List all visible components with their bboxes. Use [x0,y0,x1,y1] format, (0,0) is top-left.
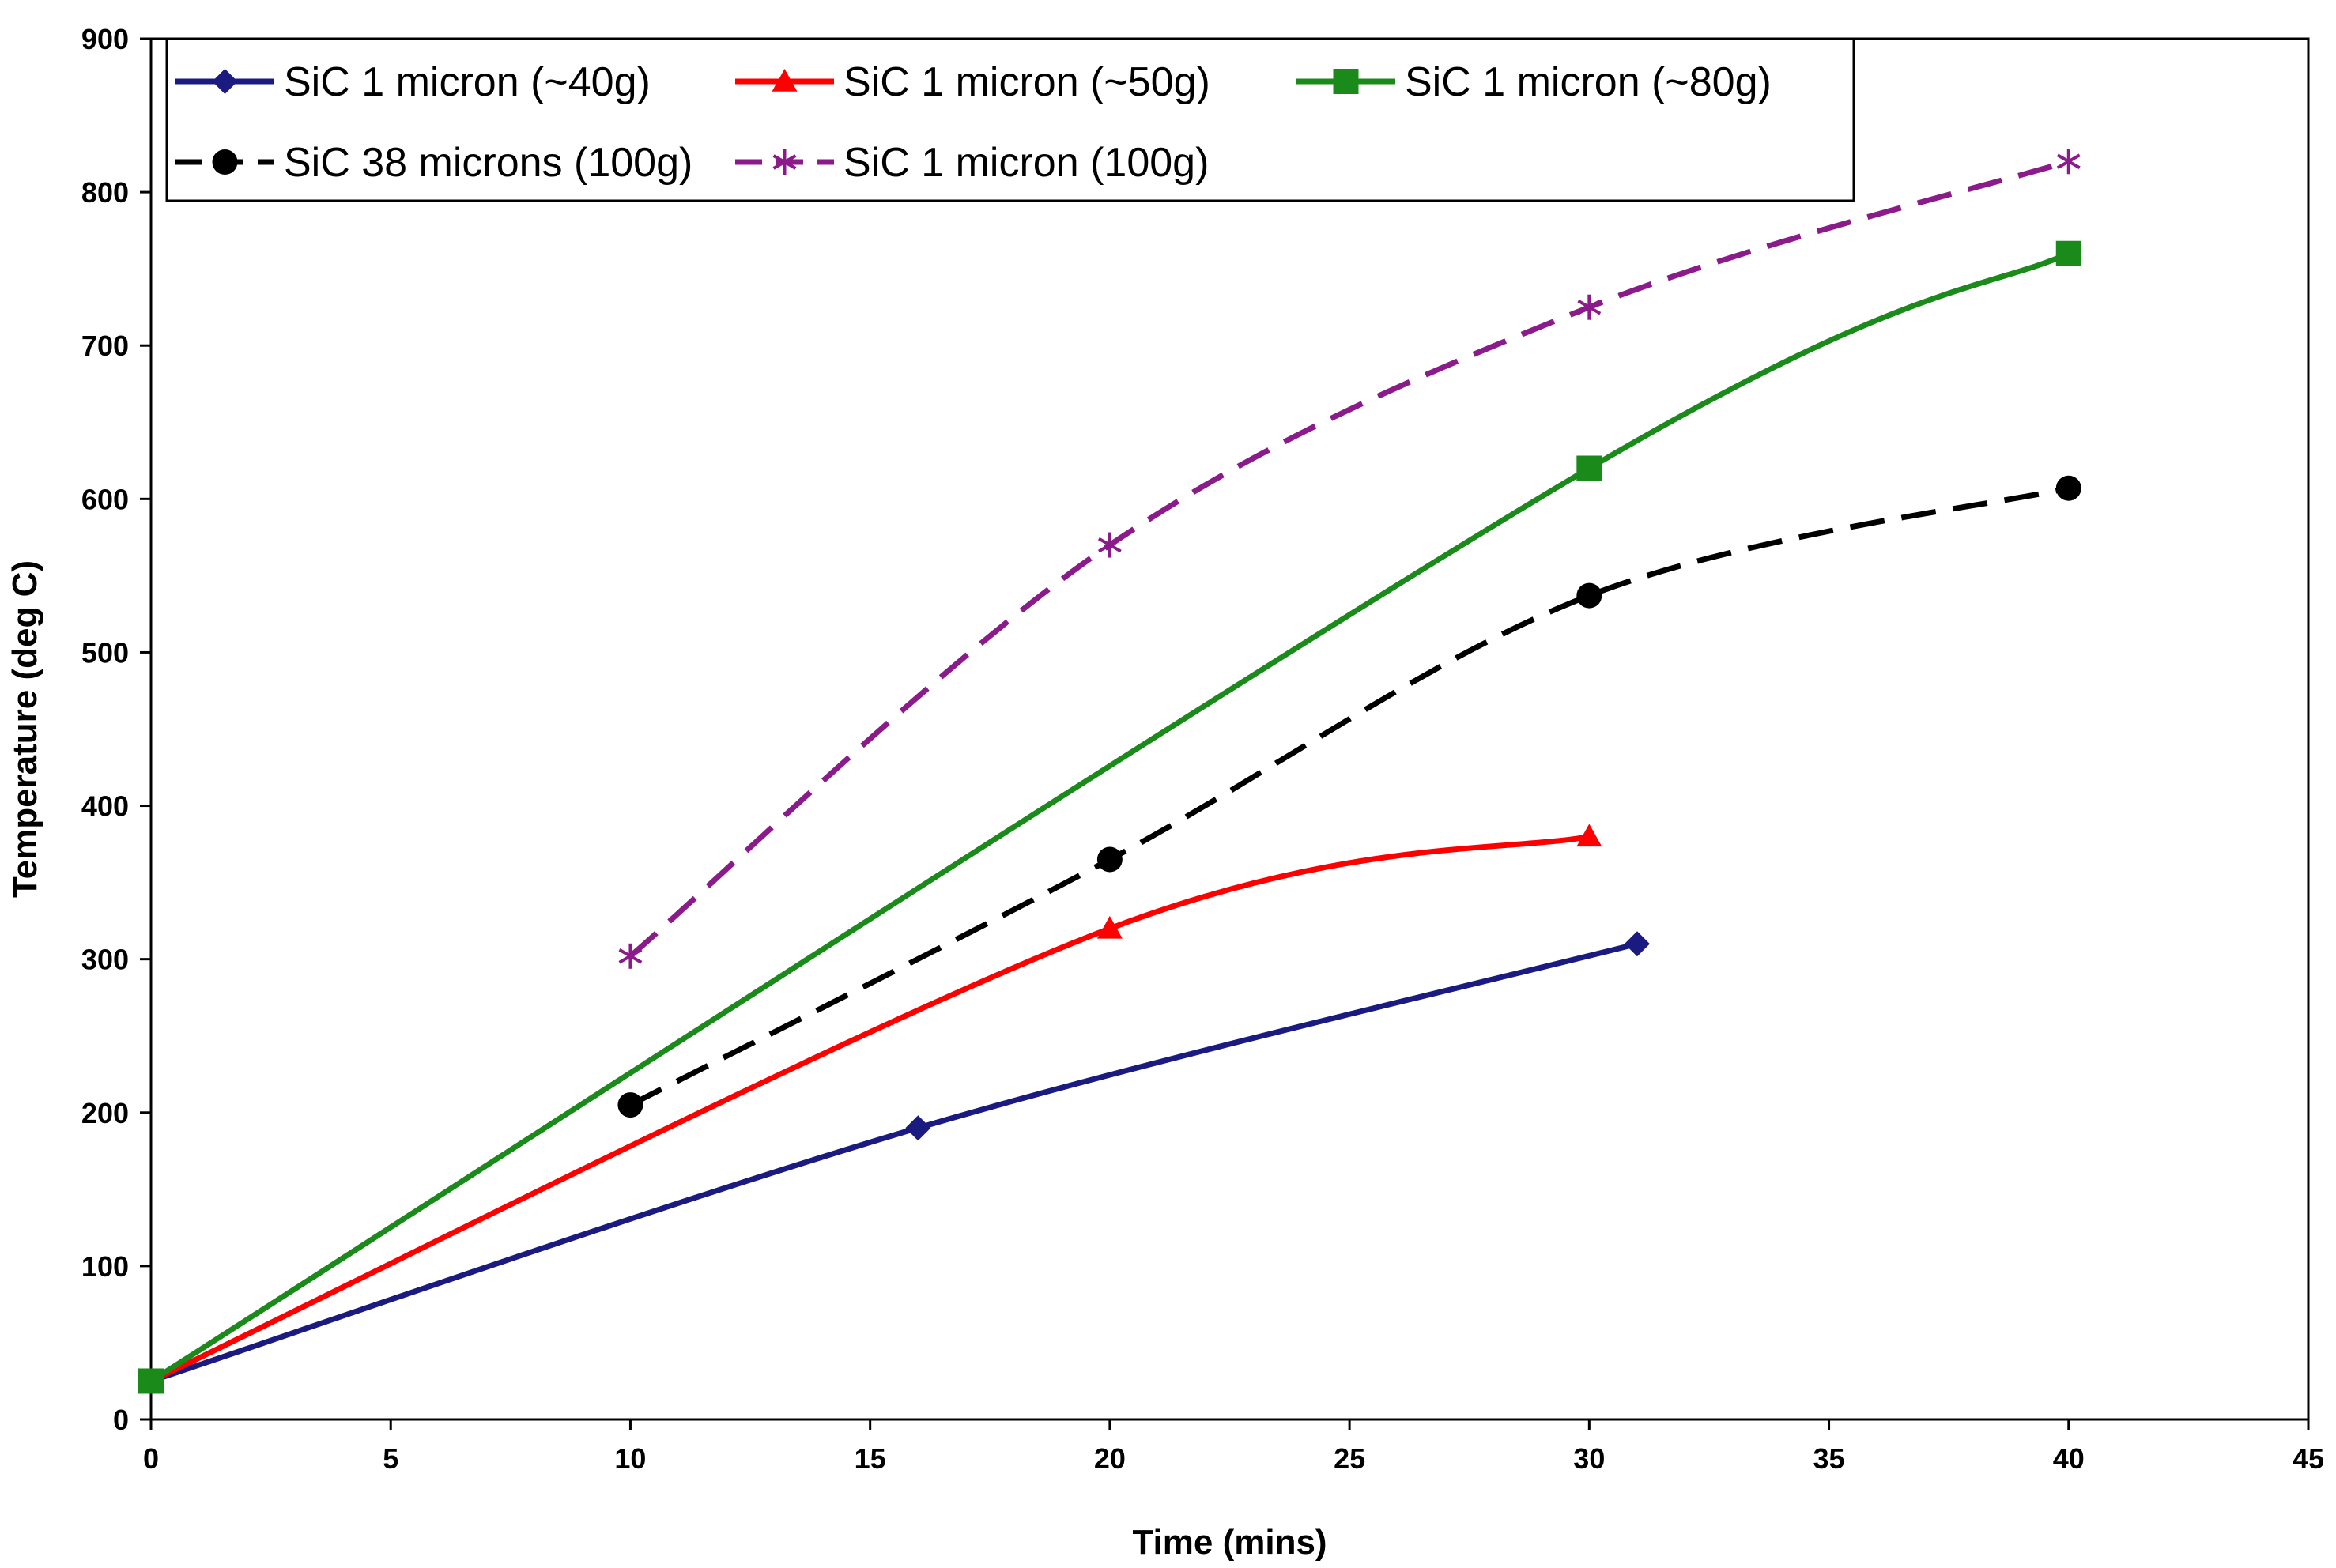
x-axis-title: Time (mins) [1132,1523,1327,1562]
y-tick-label: 400 [81,790,129,823]
data-point [1096,846,1123,873]
data-point [138,1368,164,1394]
legend-marker [1333,69,1359,94]
series-line [628,485,2070,1108]
y-axis-title: Temperature (deg C) [6,560,44,898]
legend-label: SiC 1 micron (~50g) [843,59,1210,105]
series-line [149,940,1638,1384]
legend: SiC 1 micron (~40g) SiC 1 micron (~50g) Si… [165,37,1855,202]
legend-marker [212,69,238,94]
legend-label: SiC 1 micron (~40g) [284,59,651,105]
data-point [1576,824,1602,847]
x-tick-label: 25 [1334,1442,1365,1475]
series-3 [138,240,2081,1394]
series-1 [138,931,1650,1394]
y-tick-label: 500 [81,636,129,669]
x-tick-label: 10 [614,1442,646,1475]
x-tick-label: 40 [2053,1442,2085,1475]
x-tick-label: 35 [1813,1442,1845,1475]
legend-label: SiC 1 micron (~80g) [1405,59,1772,105]
axes: 0 5 10 15 20 25 30 35 40 45 0 100 200 300 400 500 600 700… [81,23,2324,1475]
legend-item: SiC 1 micron (~40g) [175,59,651,105]
x-tick-label: 30 [1573,1442,1605,1475]
legend-item: SiC 1 micron (~50g) [735,59,1210,105]
legend-marker [772,149,797,175]
y-tick-label: 800 [81,176,129,209]
legend-label: SiC 38 microns (100g) [284,140,692,186]
data-point [1624,931,1650,957]
series-line [628,158,2070,959]
y-tick-label: 900 [81,23,129,55]
data-point [905,1115,931,1141]
x-tick-label: 15 [855,1442,886,1475]
y-tick-label: 300 [81,944,129,976]
legend-label: SiC 1 micron (100g) [843,140,1209,186]
y-tick-label: 100 [81,1250,129,1283]
data-point [1096,915,1123,939]
x-tick-label: 20 [1094,1442,1126,1475]
legend-item: SiC 38 microns (100g) [175,140,692,186]
y-tick-label: 600 [81,483,129,515]
data-point [2055,240,2081,266]
y-tick-label: 200 [81,1097,129,1129]
series-line [149,251,2070,1384]
x-tick-label: 45 [2293,1442,2324,1475]
x-tick-label: 5 [383,1442,398,1475]
series-4 [617,475,2081,1118]
data-point [617,1092,643,1118]
legend-item: SiC 1 micron (~80g) [1296,59,1772,105]
data-point [2055,475,2081,501]
legend-box [165,37,1855,202]
series-layer [138,149,2081,1394]
data-point [2056,149,2081,175]
y-tick-label: 0 [113,1404,129,1436]
series-line [149,833,1590,1384]
legend-marker [212,149,238,175]
legend-marker [772,69,798,92]
legend-item: SiC 1 micron (100g) [735,140,1209,186]
series-5 [618,149,2081,969]
data-point [618,943,643,969]
data-point [1576,582,1602,609]
x-tick-label: 0 [143,1442,159,1475]
plot-area-border [149,37,2310,1421]
series-2 [138,824,1602,1392]
data-point [1577,294,1602,320]
data-point [1576,455,1602,481]
y-tick-label: 700 [81,330,129,362]
data-point [1097,532,1122,558]
